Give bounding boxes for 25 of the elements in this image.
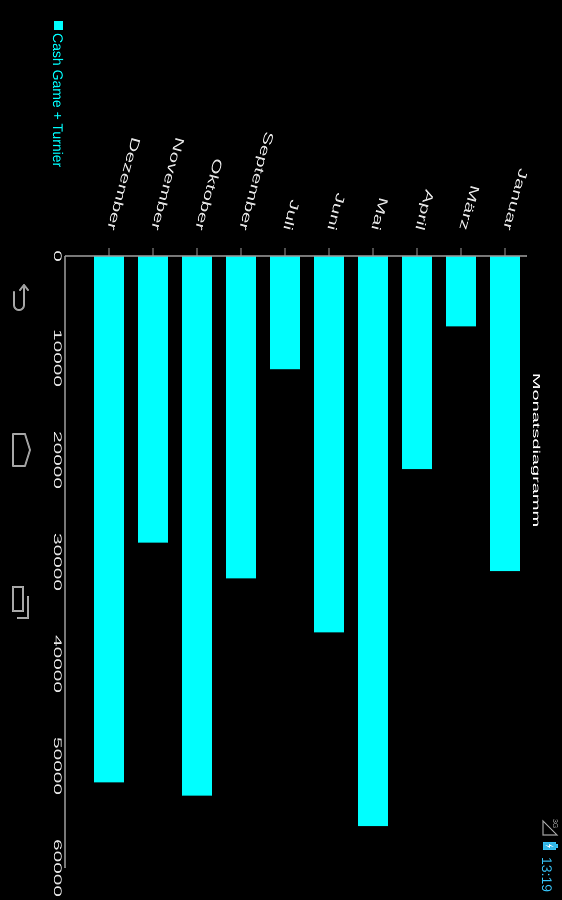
legend-label: Cash Game + Turnier (50, 33, 66, 168)
y-tick-label: 40000 (51, 634, 64, 694)
bar (314, 256, 344, 632)
bar (182, 256, 212, 796)
bar (226, 256, 256, 578)
bar (358, 256, 388, 826)
x-tick-label: April (412, 188, 438, 232)
y-tick-label: 60000 (51, 838, 64, 898)
y-tick-label: 0 (51, 250, 64, 262)
y-tick-label: 30000 (51, 532, 64, 592)
x-tick-label: Juli (280, 198, 303, 232)
text: Monatsdiagramm (530, 372, 542, 528)
x-tick-label: Mai (368, 196, 392, 232)
bar (138, 256, 168, 543)
bar (402, 256, 432, 470)
bar (446, 256, 476, 326)
bar (94, 256, 124, 782)
bar (490, 256, 520, 572)
y-tick-label: 20000 (51, 430, 64, 490)
text: 13:19 (539, 857, 555, 892)
y-tick-label: 10000 (51, 328, 64, 388)
bar (270, 256, 300, 370)
x-tick-label: Juni (324, 191, 349, 232)
x-tick-label: März (456, 184, 483, 232)
y-tick-label: 50000 (51, 736, 64, 796)
